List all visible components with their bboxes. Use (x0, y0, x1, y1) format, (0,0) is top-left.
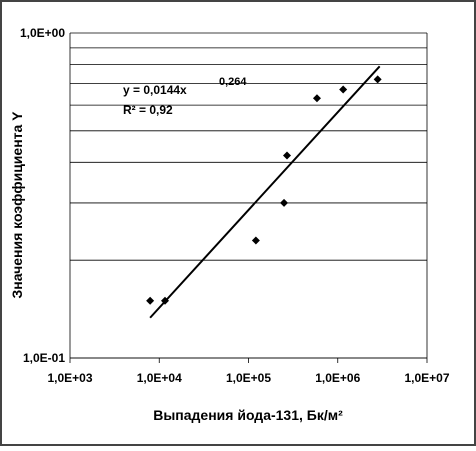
x-tick-label: 1,0E+06 (315, 371, 360, 385)
trend-exponent: 0,264 (219, 76, 247, 88)
trend-equation: y = 0,0144x (123, 83, 187, 97)
data-point (280, 198, 289, 207)
trend-line (149, 65, 381, 319)
data-point (312, 94, 321, 103)
x-tick-label: 1,0E+07 (404, 371, 449, 385)
data-point (373, 75, 382, 84)
x-axis-title: Выпадения йода-131, Бк/м² (153, 407, 343, 423)
data-point (146, 296, 155, 305)
x-tick-label: 1,0E+04 (137, 371, 182, 385)
y-axis-title: Значения коэффициента Y (9, 111, 25, 299)
data-point (339, 85, 348, 94)
data-point (161, 296, 170, 305)
r-squared: R² = 0,92 (123, 103, 173, 117)
x-tick-label: 1,0E+03 (47, 371, 92, 385)
y-tick-label: 1,0E-01 (23, 351, 65, 365)
x-tick-label: 1,0E+05 (226, 371, 271, 385)
y-tick-label: 1,0E+00 (20, 26, 65, 40)
data-point (282, 151, 291, 160)
data-point (251, 236, 260, 245)
